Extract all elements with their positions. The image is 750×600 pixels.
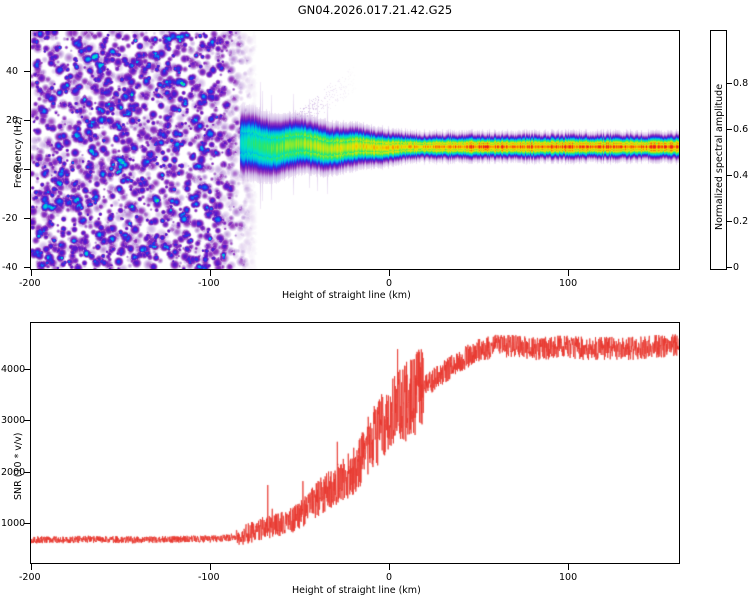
tickmark (24, 369, 30, 370)
tickmark (727, 221, 732, 222)
tickmark (727, 83, 732, 84)
figure-title: GN04.2026.017.21.42.G25 (297, 3, 453, 17)
tickmark (210, 564, 211, 570)
snr-xtick-100: 100 (559, 572, 578, 583)
tickmark (727, 175, 732, 176)
tickmark (31, 270, 32, 276)
snr-xtick-0: 0 (386, 572, 393, 583)
colorbar-tick-3: 0.6 (733, 124, 749, 135)
colorbar-gradient (711, 31, 726, 269)
spectrogram-xaxis-label: Height of straight line (km) (282, 290, 411, 301)
snr-ytick-4000: 4000 (1, 364, 26, 375)
tickmark (24, 420, 30, 421)
spectrogram-yaxis-label: Frequency (Hz) (13, 116, 24, 188)
snr-ytick-3000: 3000 (1, 415, 26, 426)
spectrogram-ytick--20: -20 (2, 213, 18, 224)
colorbar-tick-0: 0 (733, 262, 740, 273)
snr-ytick-1000: 1000 (1, 518, 26, 529)
tickmark (24, 472, 30, 473)
colorbar-tick-4: 0.8 (733, 78, 749, 89)
tickmark (389, 270, 390, 276)
spectrogram-xtick-100: 100 (559, 278, 578, 289)
snr-xaxis-label: Height of straight line (km) (292, 585, 421, 596)
spectrogram-xtick-0: 0 (386, 278, 393, 289)
spectrogram-ytick-20: 20 (6, 115, 19, 126)
spectrogram-ytick-40: 40 (6, 66, 19, 77)
tickmark (24, 218, 30, 219)
tickmark (727, 129, 732, 130)
spectrogram-ytick-0: 0 (13, 164, 20, 175)
spectrogram-panel (30, 30, 680, 270)
spectrogram-plot (31, 31, 679, 269)
spectrogram-xtick--100: -100 (198, 278, 220, 289)
tickmark (210, 270, 211, 276)
snr-xtick--100: -100 (198, 572, 220, 583)
tickmark (24, 523, 30, 524)
tickmark (31, 564, 32, 570)
tickmark (24, 169, 30, 170)
tickmark (568, 270, 569, 276)
snr-panel (30, 322, 680, 564)
snr-plot (31, 323, 679, 563)
tickmark (24, 267, 30, 268)
tickmark (727, 267, 732, 268)
spectrogram-xtick--200: -200 (19, 278, 41, 289)
spectrogram-ytick--40: -40 (2, 262, 18, 273)
tickmark (389, 564, 390, 570)
colorbar-label: Normalized spectral amplitude (714, 83, 725, 230)
colorbar (710, 30, 727, 270)
snr-yaxis-label: SNR (10 * v/v) (13, 432, 24, 501)
tickmark (24, 71, 30, 72)
colorbar-tick-1: 0.2 (733, 216, 749, 227)
tickmark (568, 564, 569, 570)
tickmark (24, 120, 30, 121)
snr-xtick--200: -200 (19, 572, 41, 583)
snr-ytick-2000: 2000 (1, 467, 26, 478)
colorbar-tick-2: 0.4 (733, 170, 749, 181)
